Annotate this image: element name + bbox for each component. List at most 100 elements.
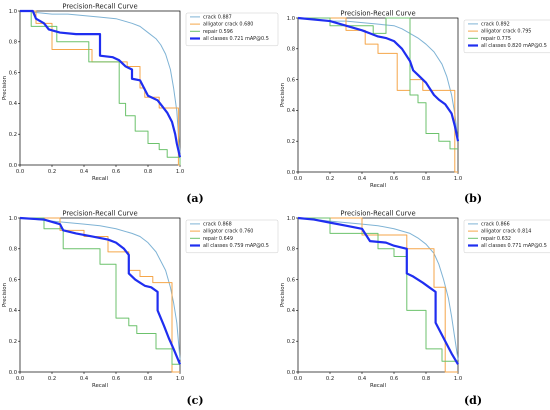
legend-entry: all classes 0.759 mAP@0.5 xyxy=(203,243,269,249)
y-axis-label: Precision xyxy=(2,283,8,307)
series-line-3 xyxy=(20,217,180,365)
x-axis-label: Recall xyxy=(370,383,386,389)
y-tick-label: 0.0 xyxy=(287,170,295,176)
x-tick-label: 0.0 xyxy=(294,376,302,382)
panel-a: Precision-Recall Curve 0.0 0.2 0.4 0.6 0.8 1.0… xyxy=(2,3,279,205)
y-tick-label: 0.4 xyxy=(287,108,296,114)
series-line-1 xyxy=(20,10,181,153)
x-tick-label: 0.6 xyxy=(112,169,120,175)
series-line-4 xyxy=(297,216,459,365)
plot-area xyxy=(297,17,459,173)
x-tick-label: 0.2 xyxy=(48,169,56,175)
legend-entry: crack 0.887 xyxy=(203,15,232,21)
y-tick-label: 0.2 xyxy=(9,339,17,345)
legend-entry: alligator crack 0.760 xyxy=(203,229,253,235)
series-line-1 xyxy=(19,217,181,360)
x-tick-label: 0.6 xyxy=(390,376,398,382)
legend-entry: all classes 0.771 mAP@0.5 xyxy=(481,243,547,249)
x-tick-label: 0.8 xyxy=(144,376,152,382)
series-line-3 xyxy=(298,217,458,362)
series-line-4 xyxy=(19,216,182,365)
legend-entry: all classes 0.721 mAP@0.5 xyxy=(203,36,269,42)
y-tick-label: 0.4 xyxy=(9,308,18,314)
x-tick-label: 0.2 xyxy=(326,176,334,182)
x-tick-label: 1.0 xyxy=(176,376,184,382)
x-tick-label: 0.4 xyxy=(80,376,89,382)
y-tick-label: 1.0 xyxy=(287,216,295,222)
legend-box xyxy=(463,219,550,254)
x-tick-label: 0.4 xyxy=(80,169,89,175)
legend-entry: alligator crack 0.795 xyxy=(481,29,531,35)
legend-entry: crack 0.868 xyxy=(203,222,232,228)
x-axis-label: Recall xyxy=(370,183,386,189)
x-tick-label: 0.2 xyxy=(326,376,334,382)
y-tick-label: 0.0 xyxy=(9,370,17,376)
x-tick-label: 0.6 xyxy=(112,376,120,382)
panel-b: Precision-Recall Curve 0.0 0.2 0.4 0.6 0.8 1.0… xyxy=(280,10,550,205)
chart-title: Precision-Recall Curve xyxy=(62,3,137,11)
panel-caption: (a) xyxy=(186,192,204,205)
series-line-4 xyxy=(20,9,182,158)
legend-entry: alligator crack 0.814 xyxy=(481,229,531,235)
x-axis-label: Recall xyxy=(92,383,108,389)
legend-entry: repair 0.632 xyxy=(481,236,511,242)
x-tick-label: 1.0 xyxy=(454,176,462,182)
series-line-2 xyxy=(298,217,458,373)
chart-title: Precision-Recall Curve xyxy=(62,210,137,218)
x-tick-label: 0.0 xyxy=(294,176,302,182)
legend-entry: crack 0.892 xyxy=(481,22,510,28)
x-tick-label: 1.0 xyxy=(176,169,184,175)
panel-caption: (b) xyxy=(464,192,482,205)
x-tick-label: 0.8 xyxy=(422,176,430,182)
legend-entry: repair 0.596 xyxy=(203,29,233,35)
x-tick-label: 0.0 xyxy=(16,169,24,175)
y-tick-label: 0.8 xyxy=(9,40,17,46)
panel-c: Precision-Recall Curve 0.0 0.2 0.4 0.6 0.8 1.0… xyxy=(2,210,279,407)
legend-entry: crack 0.866 xyxy=(481,222,510,228)
x-tick-label: 1.0 xyxy=(454,376,462,382)
y-axis-label: Precision xyxy=(280,283,286,307)
y-tick-label: 0.6 xyxy=(287,77,295,83)
legend-box xyxy=(185,219,279,254)
y-tick-label: 0.8 xyxy=(9,247,17,253)
chart-title: Precision-Recall Curve xyxy=(340,10,415,18)
x-tick-label: 0.4 xyxy=(358,176,367,182)
panel-d: Precision-Recall Curve 0.0 0.2 0.4 0.6 0.8 1.0… xyxy=(280,210,550,407)
y-tick-label: 0.2 xyxy=(287,139,295,145)
y-tick-label: 1.0 xyxy=(287,16,295,22)
x-tick-label: 0.0 xyxy=(16,376,24,382)
plot-area xyxy=(19,217,181,373)
chart-title: Precision-Recall Curve xyxy=(340,210,415,218)
x-tick-label: 0.6 xyxy=(390,176,398,182)
legend-entry: all classes 0.820 mAP@0.5 xyxy=(481,43,547,49)
x-tick-label: 0.4 xyxy=(358,376,367,382)
series-line-4 xyxy=(297,16,460,142)
y-axis-label: Precision xyxy=(280,83,286,107)
legend-entry: repair 0.649 xyxy=(203,236,233,242)
y-tick-label: 0.8 xyxy=(287,247,295,253)
y-tick-label: 1.0 xyxy=(9,9,17,15)
series-line-1 xyxy=(297,217,459,360)
y-tick-label: 0.6 xyxy=(287,277,295,283)
y-tick-label: 0.4 xyxy=(9,101,18,107)
y-tick-label: 0.6 xyxy=(9,277,17,283)
y-tick-label: 0.2 xyxy=(9,132,17,138)
x-tick-label: 0.2 xyxy=(48,376,56,382)
y-tick-label: 0.2 xyxy=(287,339,295,345)
x-tick-label: 0.8 xyxy=(422,376,430,382)
x-tick-label: 0.8 xyxy=(144,169,152,175)
y-tick-label: 0.0 xyxy=(9,163,17,169)
y-tick-label: 0.6 xyxy=(9,70,17,76)
legend-entry: repair 0.775 xyxy=(481,36,511,42)
x-axis-label: Recall xyxy=(92,176,108,182)
series-line-2 xyxy=(298,17,458,173)
y-axis-label: Precision xyxy=(2,76,8,100)
legend-box xyxy=(185,12,279,47)
legend-box xyxy=(463,19,550,54)
panel-caption: (c) xyxy=(186,394,203,407)
legend-entry: alligator crack 0.680 xyxy=(203,22,253,28)
y-tick-label: 1.0 xyxy=(9,216,17,222)
